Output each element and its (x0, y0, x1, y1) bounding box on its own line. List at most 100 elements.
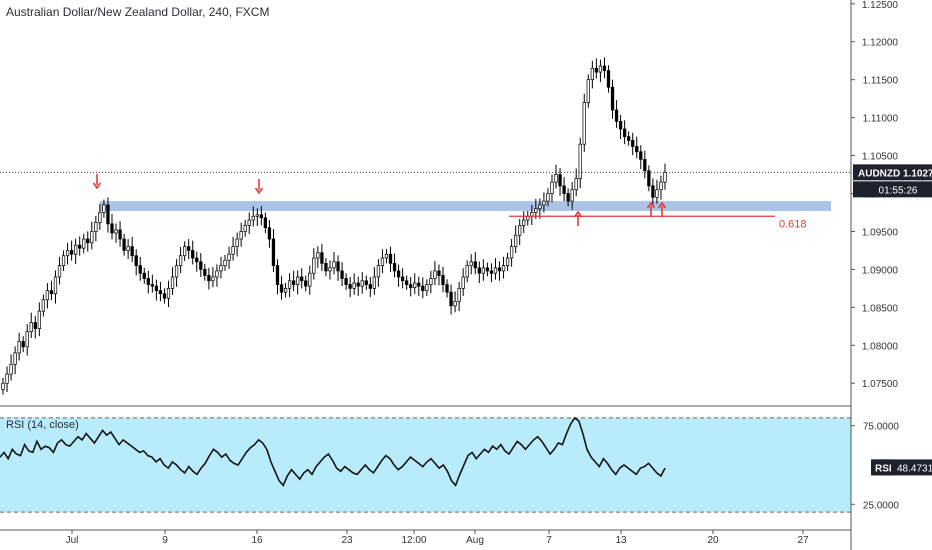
candle-body (271, 238, 276, 266)
candle-body (263, 217, 268, 229)
candle-body (195, 257, 199, 263)
candle-body (166, 288, 171, 299)
candle-body (255, 214, 259, 217)
rsi-tick-label: 75.0000 (863, 422, 900, 433)
candle-body (37, 310, 41, 329)
candle-body (126, 246, 130, 251)
rsi-tag-badge (873, 459, 893, 476)
candle-body (602, 65, 607, 71)
candle-body (203, 269, 207, 276)
candle-body (550, 181, 554, 194)
down-arrow-head (254, 187, 264, 195)
candle-body (647, 170, 651, 187)
time-tick-label: 20 (707, 535, 719, 546)
rsi-band (0, 417, 851, 513)
candle-body (130, 246, 134, 257)
up-arrow-head (573, 210, 583, 218)
candle-body (211, 276, 215, 282)
candle-body (308, 272, 312, 287)
candle-body (392, 262, 397, 272)
candle-body (655, 189, 659, 198)
candle-body (663, 171, 667, 183)
resistance-zone-layer (100, 201, 831, 211)
candle-body (114, 229, 118, 234)
candle-body (199, 261, 203, 270)
candle-body (33, 322, 37, 329)
candle-body (457, 288, 461, 302)
candle-body (247, 219, 251, 226)
countdown-badge (853, 181, 932, 198)
up-arrow-head (646, 201, 656, 209)
candle-body (207, 275, 211, 282)
candle-body (413, 282, 417, 288)
candle-body (86, 238, 90, 244)
price-tick-label: 1.11000 (863, 114, 899, 125)
candle-body (376, 265, 381, 278)
candle-body (542, 200, 546, 206)
rsi-line (0, 416, 666, 487)
up-arrow-head (657, 201, 667, 209)
candle-body (396, 270, 401, 278)
candle-body (215, 270, 219, 278)
candle-body (106, 204, 110, 225)
down-arrow-head (92, 182, 102, 190)
candle-body (445, 284, 449, 293)
candle-body (356, 282, 360, 287)
countdown-text: 01:55:26 (879, 185, 918, 196)
candle-body (45, 290, 50, 301)
candle-body (610, 86, 615, 111)
candle-body (279, 284, 284, 293)
candle-body (267, 227, 272, 240)
candle-body (41, 299, 46, 312)
candle-body (142, 272, 146, 279)
candle-body (320, 252, 324, 264)
annotations: 0.618 (0, 171, 851, 230)
rsi-title: RSI (14, close) (6, 419, 79, 431)
candle-body (49, 290, 54, 295)
candle-body (182, 246, 187, 257)
candle-body (21, 341, 25, 348)
candle-body (635, 146, 639, 153)
time-tick-label: 13 (615, 535, 627, 546)
candle-body (505, 257, 510, 266)
candle-body (1, 382, 5, 390)
candle-body (643, 159, 647, 172)
candle-body (178, 255, 183, 266)
candle-body (348, 284, 352, 289)
candle-body (243, 225, 247, 232)
candle-body (566, 193, 570, 202)
rsi-value: 48.4731 (897, 463, 932, 474)
candle-body (606, 70, 611, 88)
candle-body (291, 280, 296, 285)
candle-body (590, 67, 594, 81)
price-tick-label: 1.08500 (862, 303, 899, 314)
candle-body (518, 225, 522, 236)
candle-body (618, 121, 623, 130)
candle-body (102, 204, 106, 213)
rsi-tick-label: 25.0000 (863, 500, 900, 511)
candle-body (239, 231, 243, 240)
candle-body (122, 238, 126, 251)
price-tick-label: 1.09000 (862, 265, 899, 276)
candle-body (324, 262, 328, 272)
candle-body (586, 79, 590, 103)
candle-body (461, 276, 465, 289)
symbol-badge-text: AUDNZD 1.10279 (858, 168, 932, 179)
candle-body (57, 265, 62, 278)
candle-body (316, 252, 320, 259)
candle-body (94, 222, 98, 232)
candle-body (372, 276, 377, 289)
candle-body (118, 229, 122, 240)
candle-body (219, 265, 223, 272)
candle-body (417, 282, 421, 287)
candle-body (534, 208, 538, 213)
rsi-tag: RSI (875, 463, 892, 474)
candle-body (522, 219, 526, 226)
candle-body (69, 250, 74, 255)
candle-body (146, 278, 150, 285)
candle-body (283, 288, 288, 293)
candle-body (489, 270, 494, 274)
candle-body (429, 278, 433, 285)
candle-body (340, 270, 344, 279)
candle-body (360, 280, 364, 287)
